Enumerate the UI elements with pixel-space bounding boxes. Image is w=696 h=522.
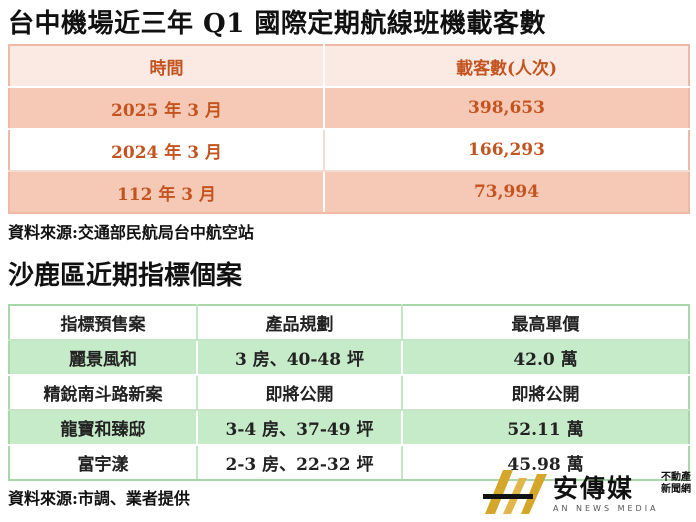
logo-name: 安傳媒 [553,474,635,503]
table-header-row: 時間 載客數(人次) [8,44,690,88]
column-header: 時間 [8,44,325,88]
an-news-media-logo: 安傳媒 不動產 新聞網 AN NEWS MEDIA [483,464,693,518]
table-row: 麗景風和 3 房、40-48 坪 42.0 萬 [8,339,690,376]
table-cell: 42.0 萬 [401,339,690,376]
table-row: 112 年 3 月 73,994 [8,170,690,214]
column-header: 最高單價 [401,304,690,341]
table-row: 精銳南斗路新案 即將公開 即將公開 [8,374,690,411]
column-header: 產品規劃 [196,304,403,341]
table-cell: 73,994 [323,170,690,214]
table-cell: 398,653 [323,86,690,130]
table-row: 富宇漾 2-3 房、22-32 坪 45.98 萬 [8,444,690,481]
logo-side-line: 新聞網 [661,484,691,495]
source-note: 資料來源:市調、業者提供 [8,489,190,508]
table-cell: 2024 年 3 月 [8,128,325,172]
column-header: 載客數(人次) [323,44,690,88]
logo-side-line: 不動產 [661,472,691,483]
table-row: 2024 年 3 月 166,293 [8,128,690,172]
logo-side-text: 不動產 新聞網 [661,472,693,496]
table-row: 龍寶和臻邸 3-4 房、37-49 坪 52.11 萬 [8,409,690,446]
section-title: 沙鹿區近期指標個案 [8,261,243,291]
table-cell: 112 年 3 月 [8,170,325,214]
table-cell: 166,293 [323,128,690,172]
table-cell: 富宇漾 [8,444,198,481]
table-cell: 2-3 房、22-32 坪 [196,444,403,481]
table-cell: 即將公開 [401,374,690,411]
logo-mark-icon [483,470,547,514]
page-title: 台中機場近三年 Q1 國際定期航線班機載客數 [8,9,546,39]
presale-table: 指標預售案 產品規劃 最高單價 麗景風和 3 房、40-48 坪 42.0 萬 … [8,304,690,481]
table-cell: 52.11 萬 [401,409,690,446]
table-cell: 麗景風和 [8,339,198,376]
table-cell: 3-4 房、37-49 坪 [196,409,403,446]
table-header-row: 指標預售案 產品規劃 最高單價 [8,304,690,341]
table-row: 2025 年 3 月 398,653 [8,86,690,130]
table-cell: 龍寶和臻邸 [8,409,198,446]
table-cell: 3 房、40-48 坪 [196,339,403,376]
passenger-table: 時間 載客數(人次) 2025 年 3 月 398,653 2024 年 3 月… [8,44,690,214]
table-cell: 即將公開 [196,374,403,411]
table-cell: 2025 年 3 月 [8,86,325,130]
logo-tagline: AN NEWS MEDIA [553,504,659,513]
table-cell: 精銳南斗路新案 [8,374,198,411]
source-note: 資料來源:交通部民航局台中航空站 [8,223,254,242]
column-header: 指標預售案 [8,304,198,341]
